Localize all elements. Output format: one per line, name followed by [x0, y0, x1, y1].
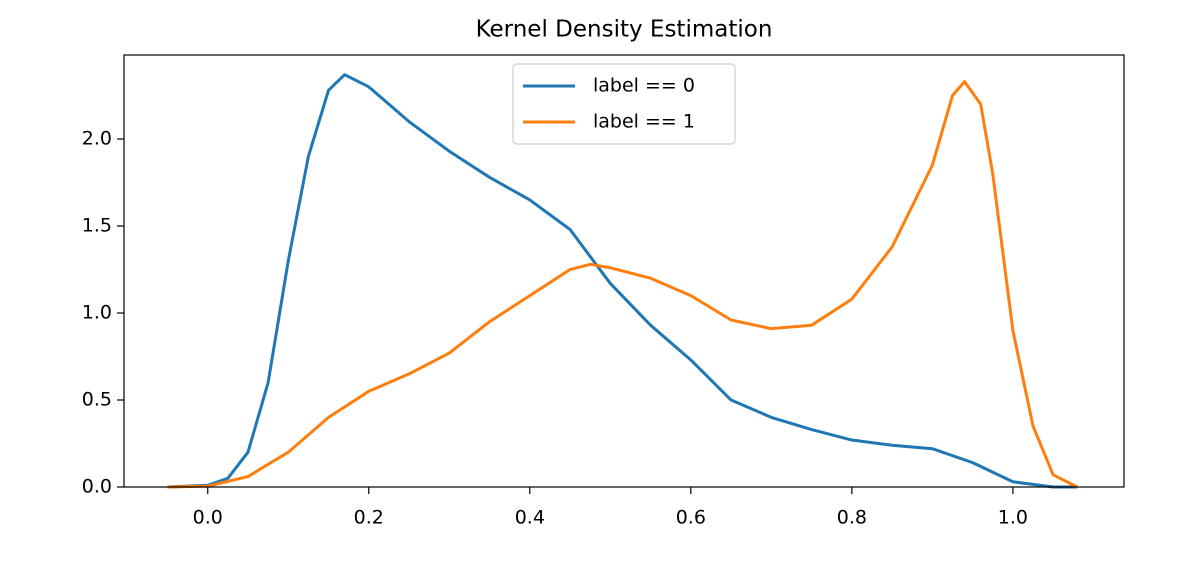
y-tick-label: 0.0: [82, 476, 112, 498]
x-tick-label: 0.2: [354, 507, 384, 529]
x-tick-label: 0.8: [837, 507, 867, 529]
y-tick-label: 1.0: [82, 302, 112, 324]
series-line: [167, 80, 1078, 489]
legend: label == 0 label == 1: [512, 63, 736, 145]
plot-frame: [123, 54, 1125, 488]
x-tick-label: 0.6: [676, 507, 706, 529]
x-tick-label: 1.0: [998, 507, 1028, 529]
x-tick-label: 0.0: [193, 507, 223, 529]
series-line: [167, 73, 1078, 489]
legend-label: label == 1: [593, 111, 695, 133]
y-tick-label: 1.5: [82, 215, 112, 237]
legend-label: label == 0: [593, 75, 695, 97]
legend-box: [512, 63, 736, 145]
y-tick-label: 2.0: [82, 128, 112, 150]
x-tick-label: 0.4: [515, 507, 545, 529]
chart-title: Kernel Density Estimation: [476, 17, 773, 43]
y-tick-label: 0.5: [82, 389, 112, 411]
